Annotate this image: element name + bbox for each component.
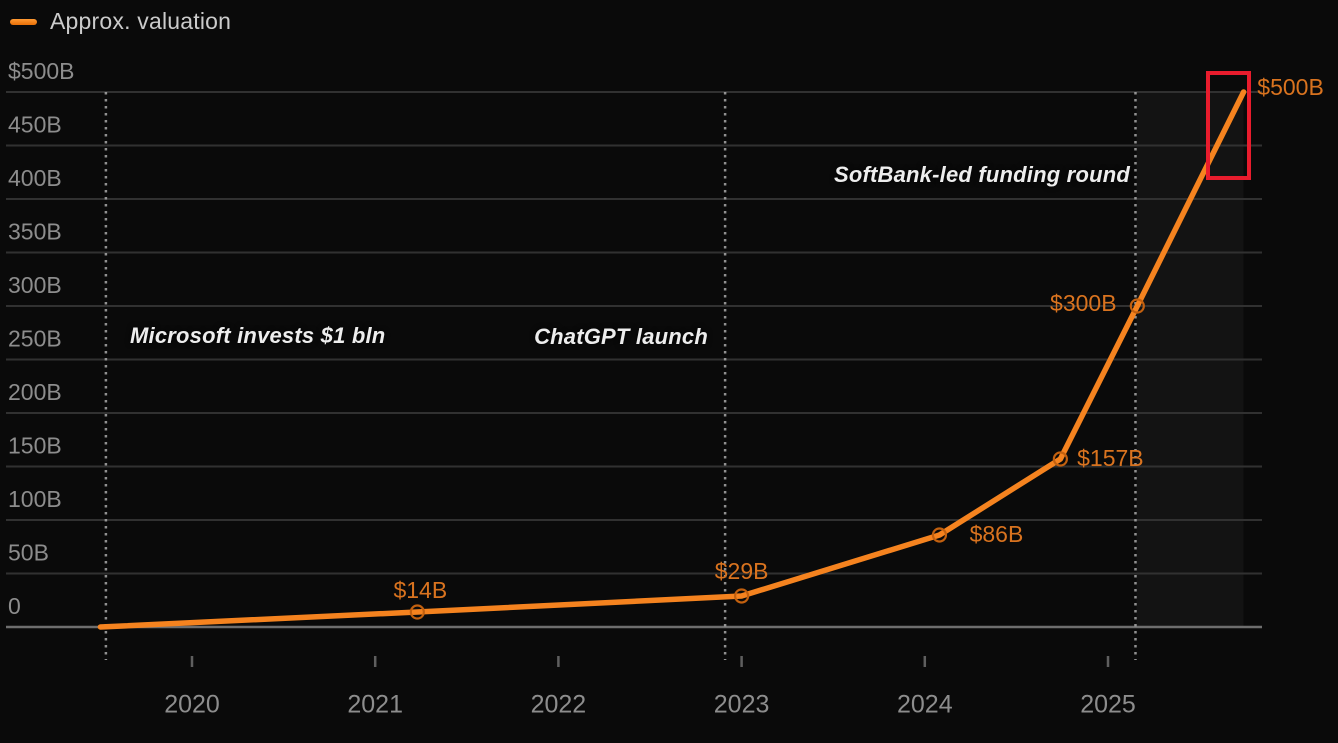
point-value-label: $500B [1257,74,1324,100]
data-point-marker [1129,298,1145,314]
valuation-line [97,89,1247,630]
x-axis-label: 2023 [714,691,770,719]
x-axis-label: 2025 [1080,691,1136,719]
y-axis-label: 100B [8,486,62,512]
point-value-label: $29B [715,558,769,584]
annotation-microsoft-investment: Microsoft invests $1 bln [130,323,386,348]
y-axis-label: 150B [8,433,62,459]
y-axis-label: 250B [8,326,62,352]
point-value-label: $14B [393,577,447,603]
x-axis-label: 2024 [897,691,953,719]
y-axis-label: 200B [8,379,62,405]
data-point-marker [931,527,948,543]
data-point-marker [409,604,425,620]
point-value-label: $86B [970,521,1024,547]
annotation-chatgpt-launch: ChatGPT launch [534,324,708,349]
y-axis-label: 400B [8,165,62,191]
data-point-marker [733,588,750,604]
point-value-label: $300B [1050,290,1117,316]
x-axis-label: 2020 [164,691,220,719]
y-axis-label: $500B [8,58,75,84]
data-point-marker [1052,451,1068,467]
legend-line-swatch [10,18,37,25]
x-axis-label: 2022 [531,691,587,719]
point-value-label: $157B [1077,445,1144,471]
legend-label: Approx. valuation [50,8,232,34]
y-axis-label: 0 [8,593,21,619]
y-axis-label: 350B [8,219,62,245]
highlight-box [1206,71,1251,180]
y-axis-label: 50B [8,540,49,566]
y-axis-label: 300B [8,272,62,298]
y-axis-label: 450B [8,112,62,138]
x-axis-label: 2021 [347,691,403,719]
annotation-softbank-round: SoftBank-led funding round [833,162,1130,187]
legend: Approx. valuation [10,8,231,35]
